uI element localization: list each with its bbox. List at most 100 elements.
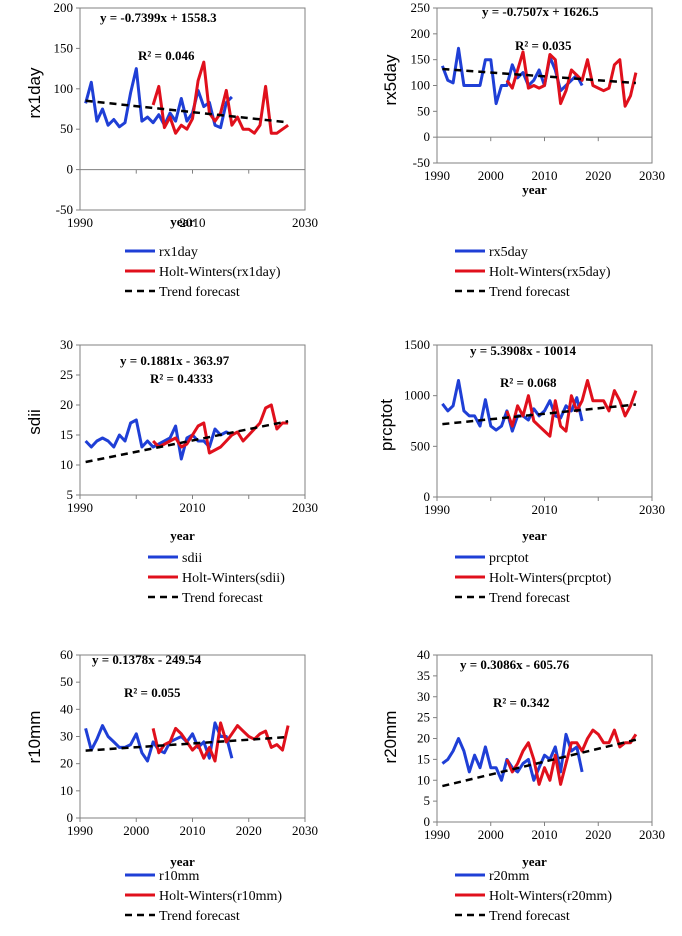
y-tick-label: -50 <box>413 155 430 170</box>
y-tick-label: 15 <box>60 427 73 442</box>
y-tick-label: 25 <box>60 367 73 382</box>
series-line-holt-winters <box>151 60 289 135</box>
series-line-holt-winters <box>505 728 638 786</box>
x-tick-label: 2010 <box>180 215 206 230</box>
trend-forecast-line <box>442 403 637 426</box>
y-tick-label: 150 <box>54 40 74 55</box>
y-tick-label: 10 <box>417 772 430 787</box>
y-tick-label: 0 <box>67 810 74 825</box>
x-axis-label: year <box>170 214 195 229</box>
y-tick-label: -50 <box>56 202 73 217</box>
x-tick-label: 2030 <box>639 827 665 842</box>
r-squared-label: R² = 0.068 <box>500 375 557 390</box>
y-axis-label: prcptot <box>377 399 396 451</box>
legend: rx5day Holt-Winters(rx5day) Trend forecast <box>455 245 611 300</box>
y-tick-label: 0 <box>424 814 431 829</box>
x-tick-label: 2030 <box>639 502 665 517</box>
trend-forecast-line <box>442 67 636 85</box>
y-axis-label: sdii <box>25 409 44 435</box>
y-tick-label: 10 <box>60 457 73 472</box>
y-tick-label: 50 <box>60 674 73 689</box>
y-tick-label: 10 <box>60 783 73 798</box>
series-line-observed <box>441 732 584 782</box>
x-tick-label: 2010 <box>180 823 206 838</box>
legend-label-holt: Holt-Winters(rx1day) <box>159 265 281 280</box>
y-tick-label: 100 <box>411 78 431 93</box>
y-tick-label: 0 <box>67 162 74 177</box>
legend-label-observed: r20mm <box>489 869 530 884</box>
x-tick-label: 2030 <box>639 168 665 183</box>
legend: prcptot Holt-Winters(prcptot) Trend foreca… <box>455 551 612 606</box>
regression-equation: y = -0.7399x + 1558.3 <box>100 10 217 25</box>
y-tick-label: 30 <box>60 729 73 744</box>
y-tick-label: 1500 <box>404 337 430 352</box>
trend-forecast-line <box>85 99 289 124</box>
trend-forecast-line <box>85 735 289 752</box>
trend-forecast-line <box>442 738 637 788</box>
x-tick-label: 1990 <box>424 502 450 517</box>
legend: r10mm Holt-Winters(r10mm) Trend forecast <box>125 869 282 924</box>
y-tick-label: 30 <box>60 337 73 352</box>
y-tick-label: 200 <box>54 0 74 15</box>
regression-equation: y = 0.1881x - 363.97 <box>120 353 230 368</box>
legend-label-trend: Trend forecast <box>489 591 570 606</box>
chart-prcptot: 0 500 1000 1500 1990 2010 2030 prcptot year y = 5… <box>377 337 665 606</box>
legend: rx1day Holt-Winters(rx1day) Trend forecast <box>125 245 281 300</box>
series-line-holt-winters <box>505 50 638 108</box>
y-axis-label: r20mm <box>381 711 400 764</box>
y-tick-label: 30 <box>417 689 430 704</box>
x-axis-label: year <box>170 854 195 869</box>
x-tick-label: 2000 <box>478 168 504 183</box>
series-line-holt-winters <box>151 721 290 763</box>
y-tick-label: 5 <box>67 487 74 502</box>
legend-label-trend: Trend forecast <box>489 285 570 300</box>
y-tick-label: 200 <box>411 26 431 41</box>
legend-label-trend: Trend forecast <box>159 285 240 300</box>
chart-sdii: 5 10 15 20 25 30 1990 2010 2030 sdii year y = 0.188… <box>25 337 318 606</box>
x-tick-label: 2030 <box>292 215 318 230</box>
x-tick-label: 2010 <box>180 500 206 515</box>
series-line-holt-winters <box>505 379 638 438</box>
chart-r20mm: 0 5 10 15 20 25 30 35 40 1990 2000 2010 2020 2030 r20m… <box>381 647 665 924</box>
regression-equation: y = 5.3908x - 10014 <box>470 343 576 358</box>
regression-equation: y = 0.1378x - 249.54 <box>92 652 202 667</box>
y-tick-label: 0 <box>424 489 431 504</box>
y-tick-label: 0 <box>424 129 431 144</box>
x-tick-label: 1990 <box>424 168 450 183</box>
legend-label-observed: sdii <box>182 551 202 566</box>
y-tick-label: 150 <box>411 52 431 67</box>
x-axis-label: year <box>522 854 547 869</box>
trend-forecast-line <box>85 419 289 464</box>
y-tick-label: 20 <box>60 397 73 412</box>
r-squared-label: R² = 0.035 <box>515 38 572 53</box>
x-tick-label: 2020 <box>236 823 262 838</box>
y-tick-label: 500 <box>411 438 431 453</box>
regression-equation: y = -0.7507x + 1626.5 <box>482 4 599 19</box>
legend-label-holt: Holt-Winters(sdii) <box>182 571 285 586</box>
legend: r20mm Holt-Winters(r20mm) Trend forecast <box>455 869 612 924</box>
legend-label-trend: Trend forecast <box>182 591 263 606</box>
chart-rx1day: -50 0 50 100 150 200 1990 2010 2030 rx1day year y =… <box>25 0 318 300</box>
y-tick-label: 100 <box>54 81 74 96</box>
regression-equation: y = 0.3086x - 605.76 <box>460 657 570 672</box>
y-tick-label: 5 <box>424 793 431 808</box>
legend-label-trend: Trend forecast <box>489 909 570 924</box>
legend-label-observed: rx5day <box>489 245 528 260</box>
y-axis-label: r10mm <box>25 711 44 764</box>
y-tick-label: 50 <box>417 103 430 118</box>
plot-area <box>79 7 306 211</box>
r-squared-label: R² = 0.046 <box>138 48 195 63</box>
x-axis-label: year <box>522 528 547 543</box>
legend-label-holt: Holt-Winters(prcptot) <box>489 571 612 586</box>
x-tick-label: 2010 <box>532 827 558 842</box>
x-tick-label: 2020 <box>585 168 611 183</box>
y-tick-label: 60 <box>60 647 73 662</box>
legend-label-observed: prcptot <box>489 551 529 566</box>
x-tick-label: 2020 <box>585 827 611 842</box>
y-tick-label: 1000 <box>404 388 430 403</box>
legend-label-observed: rx1day <box>159 245 198 260</box>
x-axis-label: year <box>170 528 195 543</box>
y-tick-label: 40 <box>60 701 73 716</box>
